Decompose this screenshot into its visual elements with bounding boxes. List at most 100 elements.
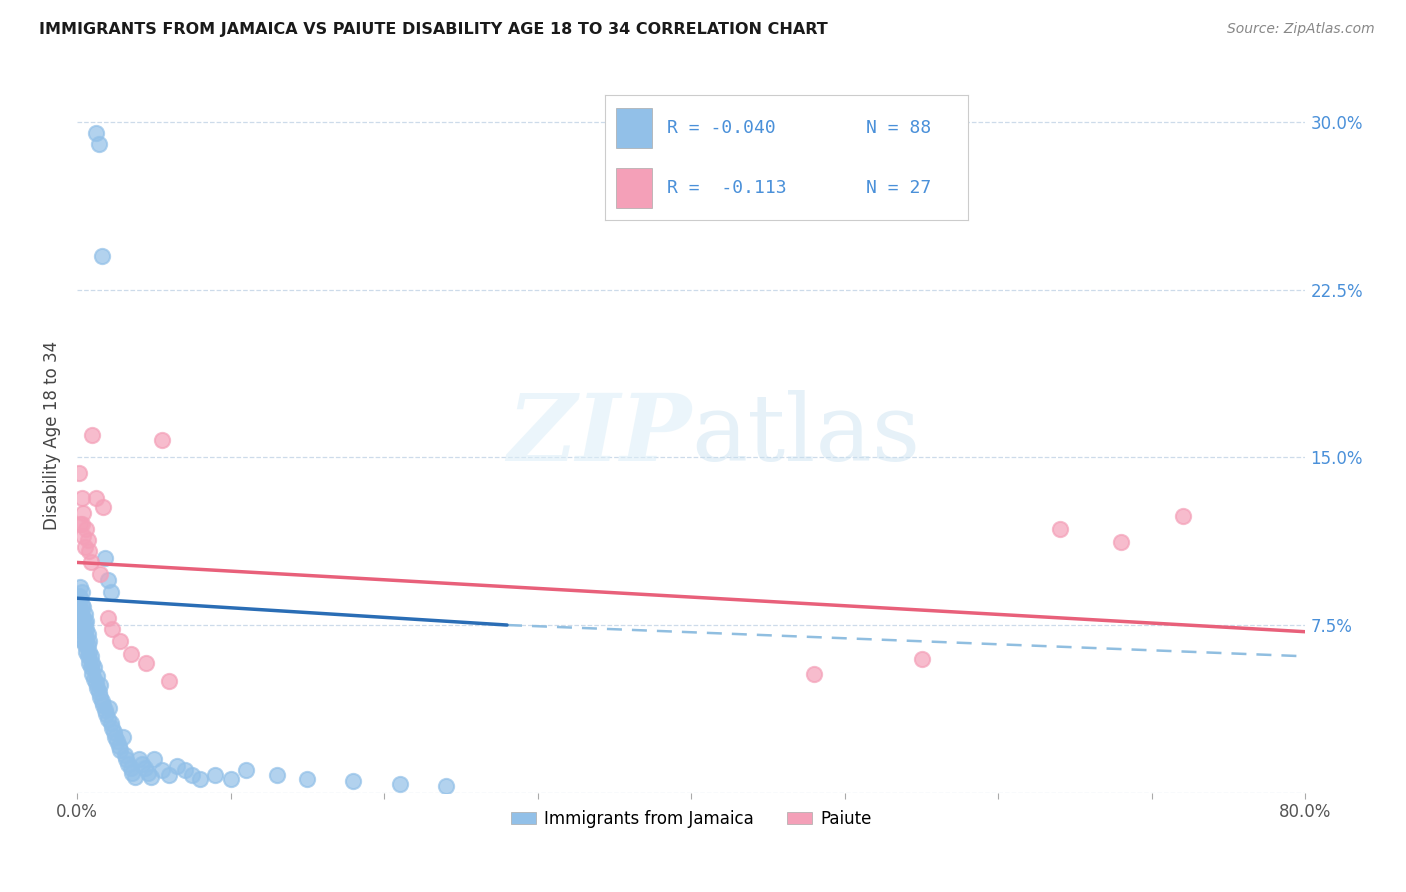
Point: [157, 768, 180, 782]
Point: [73, 607, 96, 621]
Y-axis label: Disability Age 18 to 34: Disability Age 18 to 34: [44, 341, 60, 530]
Point: [134, 761, 156, 775]
Point: [97, 611, 120, 625]
Point: [70, 584, 93, 599]
Point: [84, 491, 107, 505]
Point: [69, 580, 91, 594]
Point: [135, 656, 157, 670]
Point: [124, 770, 146, 784]
Point: [69, 611, 91, 625]
Point: [72, 633, 94, 648]
Point: [72, 623, 94, 637]
Point: [79, 656, 101, 670]
Point: [120, 647, 142, 661]
Point: [79, 633, 101, 648]
Point: [131, 756, 153, 771]
Point: [181, 768, 204, 782]
Point: [73, 615, 96, 630]
Point: [96, 707, 118, 722]
Point: [97, 712, 120, 726]
Point: [70, 629, 93, 643]
Point: [1109, 535, 1132, 549]
Point: [100, 584, 122, 599]
Point: [97, 574, 120, 588]
Point: [75, 614, 97, 628]
Point: [803, 667, 825, 681]
Point: [136, 765, 159, 780]
Point: [297, 772, 319, 787]
Point: [87, 137, 110, 152]
Point: [80, 556, 103, 570]
Point: [108, 633, 131, 648]
Point: [120, 761, 142, 775]
Point: [105, 734, 128, 748]
Point: [150, 433, 173, 447]
Point: [70, 620, 93, 634]
Point: [910, 651, 932, 665]
Point: [104, 730, 127, 744]
Point: [69, 517, 91, 532]
Point: [73, 627, 96, 641]
Point: [72, 600, 94, 615]
Point: [91, 500, 114, 514]
Point: [89, 566, 111, 581]
Point: [93, 703, 115, 717]
Point: [139, 770, 162, 784]
Point: [83, 660, 105, 674]
Point: [87, 685, 110, 699]
Point: [86, 669, 108, 683]
Point: [90, 249, 112, 263]
Text: Source: ZipAtlas.com: Source: ZipAtlas.com: [1227, 22, 1375, 37]
Point: [100, 716, 122, 731]
Point: [89, 690, 111, 704]
Point: [82, 656, 104, 670]
Point: [70, 491, 93, 505]
Point: [82, 428, 104, 442]
Point: [115, 752, 138, 766]
Point: [69, 591, 91, 606]
Point: [76, 649, 98, 664]
Point: [67, 602, 90, 616]
Point: [67, 466, 90, 480]
Text: atlas: atlas: [692, 390, 921, 480]
Point: [219, 772, 242, 787]
Point: [166, 759, 188, 773]
Point: [121, 765, 143, 780]
Point: [72, 618, 94, 632]
Point: [69, 600, 91, 615]
Point: [157, 673, 180, 688]
Point: [150, 764, 173, 778]
Point: [75, 522, 97, 536]
Point: [70, 517, 93, 532]
Point: [72, 611, 94, 625]
Point: [67, 589, 90, 603]
Point: [204, 768, 226, 782]
Point: [342, 774, 364, 789]
Point: [108, 743, 131, 757]
Point: [75, 645, 97, 659]
Point: [91, 698, 114, 713]
Point: [101, 623, 124, 637]
Point: [84, 676, 107, 690]
Point: [1049, 522, 1071, 536]
Legend: Immigrants from Jamaica, Paiute: Immigrants from Jamaica, Paiute: [503, 803, 879, 834]
Point: [76, 638, 98, 652]
Point: [80, 660, 103, 674]
Point: [73, 540, 96, 554]
Point: [82, 667, 104, 681]
Point: [235, 764, 257, 778]
Point: [117, 756, 139, 771]
Point: [188, 772, 211, 787]
Point: [80, 649, 103, 664]
Point: [83, 672, 105, 686]
Point: [70, 598, 93, 612]
Point: [70, 609, 93, 624]
Point: [128, 752, 150, 766]
Point: [76, 533, 98, 547]
Point: [266, 768, 288, 782]
Point: [89, 678, 111, 692]
Point: [142, 752, 165, 766]
Point: [84, 126, 107, 140]
Point: [75, 633, 97, 648]
Point: [103, 725, 125, 739]
